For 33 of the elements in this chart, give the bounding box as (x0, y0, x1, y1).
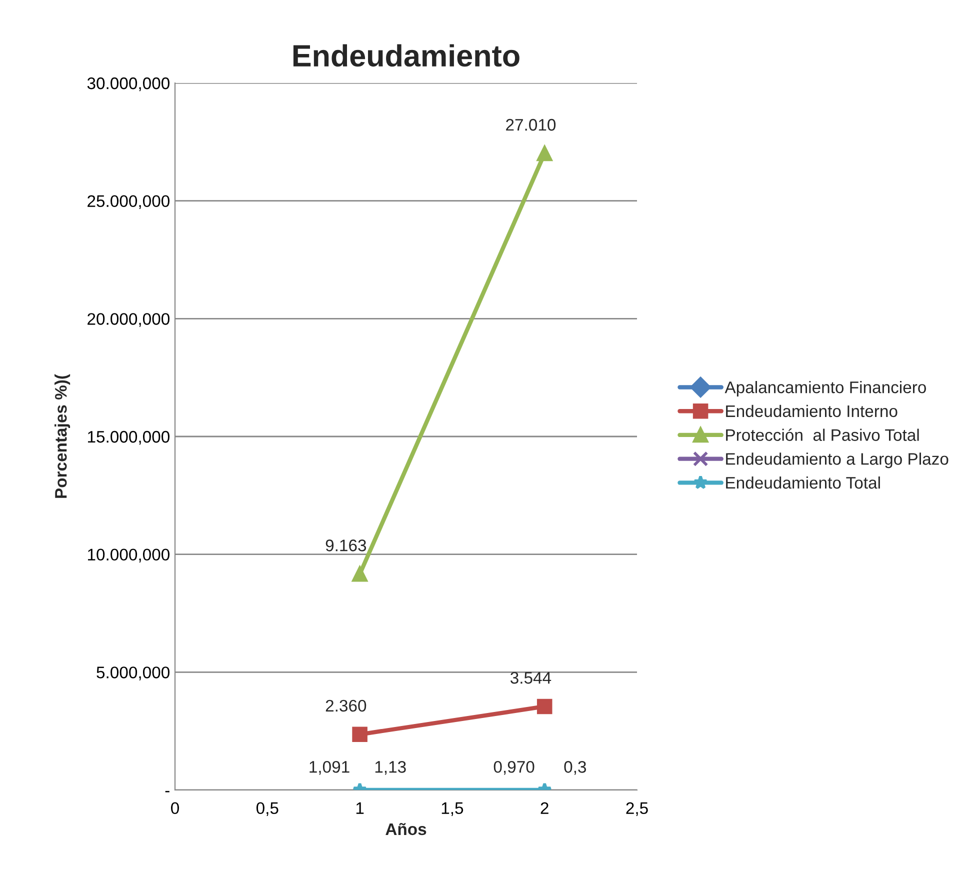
data-label: 1,091 (310, 760, 350, 775)
y-tick-label: 5.000,000 (96, 666, 170, 680)
y-tick-label: 25.000,000 (88, 195, 170, 210)
y-tick-label: 10.000,000 (88, 548, 170, 563)
x-tick-label: 0,5 (256, 802, 278, 816)
data-label: 2.360 (326, 700, 366, 712)
y-axis-title: Porcentajes %)( (54, 374, 70, 498)
data-label: 9.163 (326, 540, 366, 552)
data-label: 0,970 (494, 760, 534, 775)
data-label: 27.010 (506, 118, 556, 131)
x-axis-title: Años (386, 822, 426, 836)
point (352, 566, 368, 582)
x-tick-label: 0 (171, 802, 179, 814)
point (536, 698, 552, 714)
legend-label: Endeudamiento Total (726, 476, 880, 489)
y-tick-label: - (165, 790, 170, 792)
x-tick-label: 1 (356, 802, 364, 814)
y-tick-label: 15.000,000 (88, 430, 170, 445)
legend-label: Protección al Pasivo Total (726, 428, 919, 441)
legend-label: Apalancamiento Financiero (724, 380, 926, 397)
legend-label: Endeudamiento a Largo Plazo (726, 452, 948, 468)
y-tick-label: 20.000,000 (88, 313, 170, 327)
x-tick-label: 2,5 (626, 802, 648, 816)
data-label: 3.544 (510, 672, 552, 684)
legend-label: Endeudamiento Interno (726, 404, 898, 418)
y-tick-label: 30.000,000 (87, 77, 170, 92)
point (352, 726, 368, 742)
point (536, 146, 552, 162)
x-tick-label: 2 (540, 802, 548, 814)
x-tick-label: 1,5 (442, 802, 464, 816)
chart-title: Endeudamiento (293, 44, 520, 67)
annotation: 0,3 (564, 761, 586, 775)
annotation: 1,13 (375, 761, 406, 775)
